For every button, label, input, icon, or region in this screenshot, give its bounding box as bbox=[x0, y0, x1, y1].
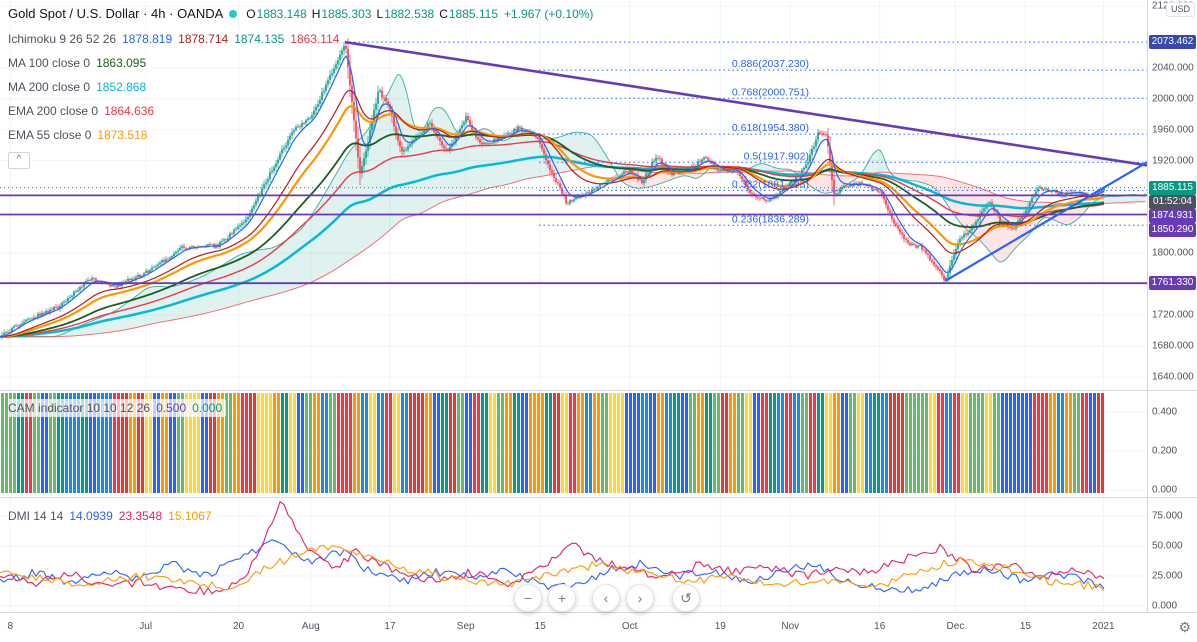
cam-legend-row[interactable]: CAM indicator 10 10 12 26 0.500 0.000 bbox=[8, 399, 227, 417]
time-tick-label: 16 bbox=[874, 621, 886, 632]
legend-panel: Gold Spot / U.S. Dollar · 4h · OANDA O188… bbox=[8, 4, 593, 169]
reset-chart-button[interactable]: ↺ bbox=[672, 584, 700, 612]
price-tick-label: 1920.000 bbox=[1152, 155, 1194, 167]
ma100-name: MA 100 close 0 bbox=[8, 56, 91, 70]
price-tick-label: 0.400 bbox=[1152, 406, 1178, 418]
currency-chip[interactable]: USD bbox=[1165, 2, 1195, 17]
price-tick-label: 0.200 bbox=[1152, 445, 1178, 457]
time-tick-label: Aug bbox=[301, 621, 320, 632]
time-tick-label: Sep bbox=[456, 621, 475, 632]
ohlc-open-label: O bbox=[246, 7, 256, 21]
price-badge: 1885.115 bbox=[1149, 180, 1196, 195]
ema55-value: 1873.518 bbox=[97, 128, 148, 142]
svg-text:0.886(2037.230): 0.886(2037.230) bbox=[732, 58, 809, 70]
ma100-value: 1863.095 bbox=[96, 56, 147, 70]
ma200-name: MA 200 close 0 bbox=[8, 80, 91, 94]
zoom-in-button[interactable]: + bbox=[548, 584, 576, 612]
cam-indicator-pane[interactable] bbox=[0, 390, 1147, 497]
ohlc-close-label: C bbox=[439, 7, 448, 21]
dmi-plus-di-value: 14.0939 bbox=[69, 509, 113, 523]
ema200-name: EMA 200 close 0 bbox=[8, 104, 99, 118]
ichimoku-value: 1874.135 bbox=[234, 32, 285, 46]
chart-nav-toolbar: − + ‹ › ↺ bbox=[514, 584, 700, 612]
price-scale[interactable]: USD 2120.0002040.0002000.0001960.0001920… bbox=[1147, 0, 1197, 612]
symbol-legend-row: Gold Spot / U.S. Dollar · 4h · OANDA O188… bbox=[8, 4, 593, 24]
time-axis[interactable]: ⚙ 8 Jul 20 Aug 17 Sep 15 Oct 19 Nov 16 Dec 15 2021 bbox=[0, 613, 1197, 642]
scroll-right-button[interactable]: › bbox=[626, 584, 654, 612]
time-tick-label: 20 bbox=[233, 621, 245, 632]
ohlc-high-value: 1885.303 bbox=[321, 7, 372, 21]
time-tick-label: 17 bbox=[384, 621, 396, 632]
ohlc-high-label: H bbox=[311, 7, 321, 21]
cam-value: 0.000 bbox=[192, 401, 223, 415]
price-tick-label: 75.000 bbox=[1152, 510, 1183, 522]
legend-collapse-button[interactable]: ^ bbox=[8, 152, 30, 169]
ichimoku-name: Ichimoku 9 26 52 26 bbox=[8, 32, 117, 46]
price-tick-label: 25.000 bbox=[1152, 570, 1183, 582]
cam-name: CAM indicator 10 10 12 26 bbox=[8, 401, 151, 415]
zoom-out-button[interactable]: − bbox=[514, 584, 542, 612]
ichimoku-legend-row[interactable]: Ichimoku 9 26 52 26 1878.819 1878.714 1874.… bbox=[8, 30, 344, 48]
scroll-left-button[interactable]: ‹ bbox=[592, 584, 620, 612]
ema55-name: EMA 55 close 0 bbox=[8, 128, 92, 142]
price-tick-label: 2040.000 bbox=[1152, 62, 1194, 74]
market-status-icon bbox=[229, 10, 238, 18]
ohlc-open-value: 1883.148 bbox=[256, 7, 307, 21]
pane-divider[interactable] bbox=[0, 390, 1197, 391]
price-tick-label: 0.000 bbox=[1152, 600, 1178, 612]
price-badge: 1874.931 bbox=[1149, 208, 1196, 223]
price-change: +1.967 (+0.10%) bbox=[504, 7, 594, 21]
price-badge: 2073.462 bbox=[1149, 35, 1196, 50]
ema55-legend-row[interactable]: EMA 55 close 0 1873.518 bbox=[8, 126, 152, 144]
price-badge: 1850.290 bbox=[1149, 222, 1196, 237]
ichimoku-value: 1878.714 bbox=[178, 32, 229, 46]
price-tick-label: 50.000 bbox=[1152, 540, 1183, 552]
time-tick-label: 19 bbox=[714, 621, 726, 632]
price-tick-label: 1640.000 bbox=[1152, 371, 1194, 383]
dmi-adx-value: 15.1067 bbox=[168, 509, 212, 523]
ohlc-close-value: 1885.115 bbox=[448, 7, 499, 21]
price-tick-label: 1800.000 bbox=[1152, 247, 1194, 259]
price-tick-label: 1960.000 bbox=[1152, 124, 1194, 136]
symbol-title[interactable]: Gold Spot / U.S. Dollar · 4h · OANDA bbox=[8, 6, 224, 21]
ohlc-low-value: 1882.538 bbox=[384, 7, 435, 21]
time-tick-label: 2021 bbox=[1092, 621, 1115, 632]
svg-text:0.768(2000.751): 0.768(2000.751) bbox=[732, 86, 809, 98]
dmi-name: DMI 14 14 bbox=[8, 509, 64, 523]
ema200-legend-row[interactable]: EMA 200 close 0 1864.636 bbox=[8, 102, 159, 120]
main-price-pane[interactable]: 0.886(2037.230) 0.768(2000.751) 0.618(1954… bbox=[0, 0, 1147, 390]
price-badge: 01:52:04 bbox=[1149, 194, 1196, 209]
svg-text:0.618(1954.380): 0.618(1954.380) bbox=[732, 122, 809, 134]
time-tick-label: 15 bbox=[1019, 621, 1031, 632]
price-tick-label: 1680.000 bbox=[1152, 340, 1194, 352]
settings-gear-icon[interactable]: ⚙ bbox=[1178, 619, 1191, 635]
svg-text:0.382(1881.423): 0.382(1881.423) bbox=[732, 178, 809, 190]
svg-text:0.5(1917.902): 0.5(1917.902) bbox=[744, 150, 809, 162]
price-badge: 1761.330 bbox=[1149, 276, 1196, 291]
time-axis-divider bbox=[0, 612, 1197, 613]
time-tick-label: Dec bbox=[946, 621, 965, 632]
pane-divider[interactable] bbox=[0, 497, 1197, 498]
ma200-legend-row[interactable]: MA 200 close 0 1852.868 bbox=[8, 78, 151, 96]
ohlc-low-label: L bbox=[376, 7, 384, 21]
ichimoku-value: 1863.114 bbox=[290, 32, 340, 46]
ma200-value: 1852.868 bbox=[96, 80, 147, 94]
time-tick-label: Oct bbox=[621, 621, 638, 632]
cam-value: 0.500 bbox=[156, 401, 187, 415]
price-tick-label: 1720.000 bbox=[1152, 309, 1194, 321]
time-tick-label: 15 bbox=[534, 621, 546, 632]
time-tick-label: 8 bbox=[7, 621, 14, 632]
ma100-legend-row[interactable]: MA 100 close 0 1863.095 bbox=[8, 54, 151, 72]
time-tick-label: Nov bbox=[781, 621, 800, 632]
svg-text:0.236(1836.289): 0.236(1836.289) bbox=[732, 213, 809, 225]
price-tick-label: 2000.000 bbox=[1152, 93, 1194, 105]
price-tick-label: 0.000 bbox=[1152, 484, 1178, 496]
ema200-value: 1864.636 bbox=[104, 104, 155, 118]
dmi-legend-row[interactable]: DMI 14 14 14.0939 23.3548 15.1067 bbox=[8, 507, 216, 525]
time-tick-label: Jul bbox=[139, 621, 153, 632]
dmi-minus-di-value: 23.3548 bbox=[118, 509, 163, 523]
ichimoku-value: 1878.819 bbox=[122, 32, 173, 46]
